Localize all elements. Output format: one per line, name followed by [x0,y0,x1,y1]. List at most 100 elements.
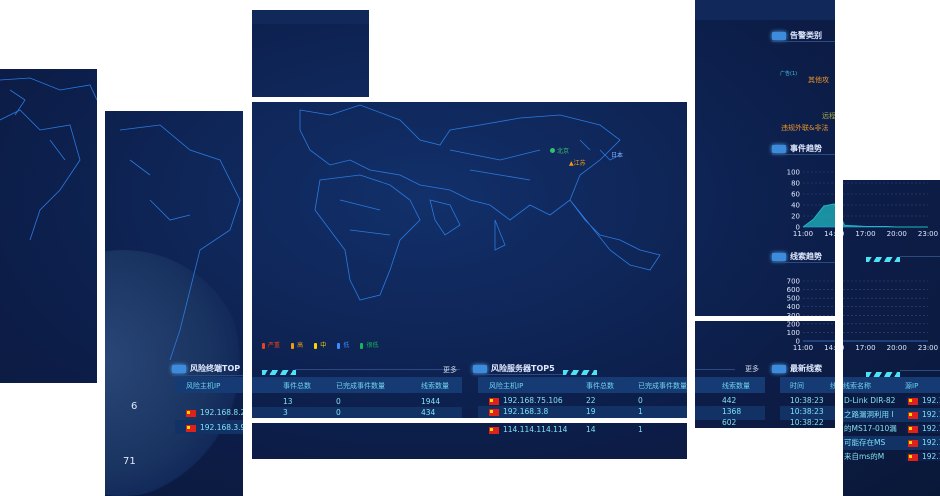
clue-name[interactable]: D-Link DIR-82 [844,396,896,405]
terminal-more-link[interactable]: 更多 [443,366,457,374]
column-header: 风险主机IP [186,382,221,390]
pie-label: 违规外联&非法 [781,124,829,132]
source-ip: 192.1 [906,452,940,461]
clues-fragment: 010020030040050060070011:0014:0017:0020:… [695,321,835,428]
terminal-top-header: 风险终端TOP [172,363,240,374]
cell: 1 [638,425,643,434]
map-marker-beijing[interactable]: 北京 [550,146,569,155]
y-tick-label: 100 [787,329,800,337]
world-map-americas [0,77,97,241]
column-header: 源IP [905,382,919,390]
map-marker-jiangsu[interactable]: ▲江苏 [569,160,586,167]
column-header: 时间 [790,382,804,390]
legend-critical[interactable]: 严重 [262,340,280,349]
cell: 19 [586,407,596,416]
legend-high[interactable]: 高 [291,340,303,349]
column-header: 已完成事件数量 [638,382,687,390]
pie-label: 其他攻 [808,76,829,84]
china-flag-icon [489,408,499,416]
map-fragment-left [0,69,97,383]
world-map-south-america [119,124,241,361]
clue-trend-chart: 010020030040050060070011:0014:0017:0020:… [787,278,835,316]
y-tick-label: 60 [791,191,800,199]
clue-name[interactable]: 之路漏洞利用 I [844,410,894,419]
chart-bar-icon [772,31,786,40]
server-top-header: 风险服务器TOP5 [473,363,555,374]
china-flag-icon [908,453,918,461]
x-tick-label: 17:00 [855,230,875,238]
chart-bar-icon [772,364,786,373]
chart-bar-icon [772,144,786,153]
pie-label: 远程 [822,112,835,120]
x-tick-label: 11:00 [793,230,813,238]
x-tick-label: 23:00 [918,344,938,352]
column-header: 风险主机IP [489,382,524,390]
cell: 1368 [722,407,742,416]
china-flag-icon [908,439,918,447]
clue-name[interactable]: 的MS17-010漏 [844,424,897,433]
y-tick-label: 40 [791,202,800,210]
x-tick-label: 14:00 [824,344,835,352]
cell: 13 [283,397,293,406]
table-row[interactable]: 192.168.8.20 [186,408,243,417]
clue-trend-chart: 010020030040050060070011:0014:0017:0020:… [787,321,835,352]
right-panel-fragment: 告警类别 广告(1) 其他攻 远程 违规外联&非法 事件趋势 线索趋势 0 20 4… [695,0,835,316]
legend-medium[interactable]: 中 [314,340,326,349]
stat-value: 6 [131,401,138,412]
cell: 434 [421,408,436,417]
x-tick-label: 14:00 [843,230,844,238]
column-header: 线索名称 [843,382,871,390]
china-flag-icon [908,411,918,419]
cell: 0 [336,397,341,406]
column-header: 线索名称 [830,382,835,390]
table-row[interactable]: 192.168.3.9 [186,423,243,432]
cell: 602 [722,418,737,427]
x-tick-label: 17:00 [855,344,875,352]
latest-clues-header: 最新线索 [772,363,822,374]
terminal-fragment: 风险终端TOP 风险主机IP 192.168.8.20 192.168.3.9 … [105,111,243,496]
cell: 0 [638,396,643,405]
cell: 1944 [421,397,441,406]
y-tick-label: 400 [787,303,800,311]
y-tick-label: 0 [796,224,800,232]
terminal-top-title: 风险终端TOP [190,364,241,373]
china-flag-icon [489,426,499,434]
column-header: 线索数量 [421,382,449,390]
column-header: 事件总数 [283,382,311,390]
x-tick-label: 14:00 [843,344,844,352]
china-flag-icon [186,409,196,417]
severity-legend: 严重 高 中 低 很低 [262,332,384,351]
y-tick-label: 80 [791,180,800,188]
server-top-title: 风险服务器TOP5 [491,364,555,373]
china-flag-icon [908,425,918,433]
table-row[interactable]: 192.168.75.106 [489,396,563,405]
china-flag-icon [489,397,499,405]
clue-name[interactable]: 来自ms的M [844,452,885,461]
clue-name[interactable]: 可能存在MS [844,438,886,447]
server-more-link[interactable]: 更多 [745,365,759,373]
y-tick-label: 700 [787,278,800,286]
column-header: 已完成事件数量 [336,382,385,390]
table-row[interactable]: 192.168.3.8 [489,407,548,416]
table-row[interactable]: 114.114.114.114 [489,425,567,434]
y-tick-label: 600 [787,286,800,294]
cell: 442 [722,396,737,405]
map-label-japan: 日本 [611,152,624,159]
legend-very-low[interactable]: 很低 [360,340,378,349]
server-table-fragment: 114.114.114.114 14 1 [252,423,687,459]
legend-low[interactable]: 低 [337,340,349,349]
y-tick-label: 300 [787,312,800,316]
alarm-category-header: 告警类别 [772,30,822,41]
header-fragment [252,10,369,97]
pie-label: 广告(1) [780,71,798,77]
x-tick-label: 20:00 [887,344,907,352]
x-tick-label: 14:00 [824,230,835,238]
cell: 10:38:23 [790,407,824,416]
source-ip: 192.1 [906,424,940,433]
latest-clues-title: 最新线索 [790,364,822,373]
alarm-category-title: 告警类别 [790,31,822,40]
world-map [299,104,661,301]
